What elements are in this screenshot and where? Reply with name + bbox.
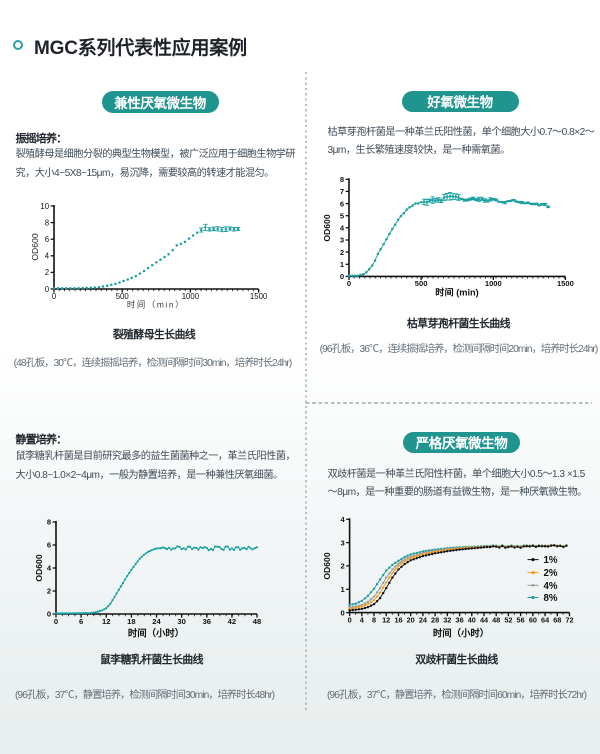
svg-text:3: 3 <box>340 236 344 245</box>
svg-text:42: 42 <box>228 617 236 626</box>
svg-text:时间 (min): 时间 (min) <box>435 287 478 298</box>
svg-text:8: 8 <box>45 218 49 227</box>
svg-text:10: 10 <box>40 202 49 211</box>
svg-text:8: 8 <box>372 615 376 624</box>
svg-text:0: 0 <box>52 292 57 301</box>
svg-text:12: 12 <box>102 617 110 626</box>
svg-text:1: 1 <box>340 260 345 269</box>
svg-text:1: 1 <box>340 585 345 594</box>
svg-text:8: 8 <box>47 518 51 527</box>
svg-text:6: 6 <box>79 617 83 626</box>
svg-text:2: 2 <box>47 587 51 596</box>
svg-text:0: 0 <box>340 272 344 281</box>
svg-text:1000: 1000 <box>182 292 200 301</box>
svg-text:44: 44 <box>480 615 489 624</box>
svg-text:时间（小时）: 时间（小时） <box>433 628 489 639</box>
svg-text:48: 48 <box>492 615 500 624</box>
svg-text:1500: 1500 <box>250 292 268 301</box>
svg-text:0: 0 <box>54 617 58 626</box>
svg-text:2: 2 <box>45 268 49 277</box>
svg-text:500: 500 <box>415 279 428 288</box>
svg-text:7: 7 <box>340 187 344 196</box>
svg-text:5: 5 <box>340 211 345 220</box>
svg-text:0: 0 <box>45 285 50 294</box>
svg-text:2: 2 <box>340 248 344 257</box>
svg-text:4: 4 <box>360 615 365 624</box>
svg-text:36: 36 <box>456 615 464 624</box>
svg-text:6: 6 <box>45 235 49 244</box>
svg-text:0: 0 <box>340 608 344 617</box>
svg-text:6: 6 <box>340 199 344 208</box>
svg-text:56: 56 <box>517 615 525 624</box>
svg-text:OD600: OD600 <box>34 554 44 581</box>
svg-text:4%: 4% <box>544 581 558 592</box>
svg-text:2: 2 <box>340 562 344 571</box>
svg-text:24: 24 <box>152 617 161 626</box>
svg-text:时间（小时）: 时间（小时） <box>128 628 184 639</box>
svg-text:0: 0 <box>347 279 351 288</box>
svg-text:20: 20 <box>407 615 415 624</box>
svg-text:18: 18 <box>127 617 135 626</box>
svg-text:8: 8 <box>340 175 344 184</box>
svg-text:1000: 1000 <box>485 279 502 288</box>
svg-text:32: 32 <box>443 615 451 624</box>
svg-text:OD600: OD600 <box>322 552 332 579</box>
svg-text:72: 72 <box>565 615 573 624</box>
svg-text:12: 12 <box>382 615 390 624</box>
svg-text:1%: 1% <box>544 555 558 566</box>
svg-text:4: 4 <box>45 252 50 261</box>
svg-text:16: 16 <box>394 615 402 624</box>
svg-text:0: 0 <box>47 610 51 619</box>
svg-text:4: 4 <box>340 224 345 233</box>
svg-text:64: 64 <box>541 615 550 624</box>
svg-text:2%: 2% <box>544 568 558 579</box>
svg-text:4: 4 <box>47 564 52 573</box>
svg-text:OD600: OD600 <box>322 214 332 241</box>
svg-text:6: 6 <box>47 541 51 550</box>
svg-text:1500: 1500 <box>557 279 574 288</box>
svg-text:48: 48 <box>253 617 261 626</box>
svg-text:36: 36 <box>203 617 211 626</box>
svg-text:24: 24 <box>419 615 428 624</box>
svg-text:68: 68 <box>553 615 561 624</box>
svg-text:3: 3 <box>340 538 344 547</box>
svg-text:OD600: OD600 <box>30 233 40 260</box>
svg-text:40: 40 <box>468 615 476 624</box>
svg-text:时间（min）: 时间（min） <box>127 300 185 310</box>
svg-text:500: 500 <box>116 292 130 301</box>
svg-text:8%: 8% <box>544 593 558 604</box>
svg-text:4: 4 <box>340 515 345 524</box>
svg-text:30: 30 <box>177 617 185 626</box>
svg-text:60: 60 <box>529 615 537 624</box>
svg-text:52: 52 <box>504 615 512 624</box>
svg-text:28: 28 <box>431 615 439 624</box>
svg-text:0: 0 <box>348 615 352 624</box>
